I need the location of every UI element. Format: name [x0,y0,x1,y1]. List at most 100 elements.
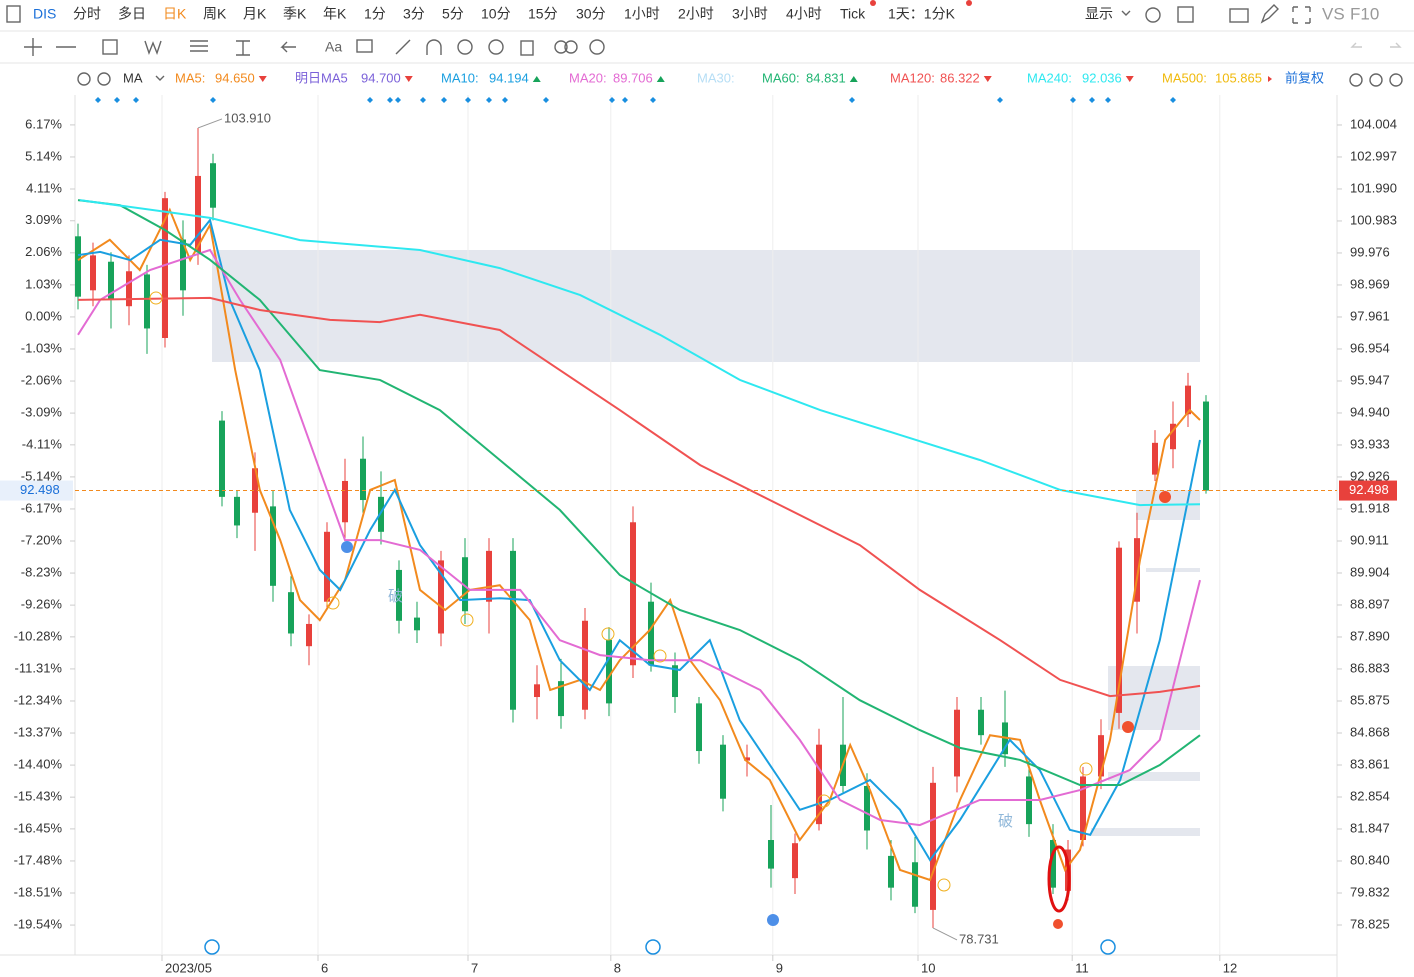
legend-name[interactable]: MA120: [890,70,935,85]
event-diamond[interactable] [210,97,216,103]
signal-icon[interactable] [937,878,951,892]
period-tab[interactable]: 周K [203,6,227,22]
event-diamond[interactable] [543,97,549,103]
undo-redo[interactable] [1350,42,1402,48]
signal-icon[interactable] [817,794,831,808]
event-dot[interactable] [1159,491,1171,503]
event-diamond[interactable] [420,97,426,103]
delete-tool[interactable] [520,40,534,56]
wave-tool[interactable] [144,40,162,56]
signal-label[interactable]: 破 [998,813,1013,830]
period-tab[interactable]: 15分 [528,6,558,22]
compare-tool[interactable] [564,40,578,54]
settings-icon[interactable] [1145,7,1161,23]
legend-button[interactable] [1349,73,1363,87]
fullscreen-icon[interactable] [1292,6,1311,24]
period-tab[interactable]: Tick [840,6,866,22]
legend-name[interactable]: MA240: [1027,70,1072,85]
rect-tool[interactable] [102,39,118,55]
indicator-name[interactable]: MA [123,70,143,85]
camera-icon[interactable] [1229,8,1249,23]
period-tab[interactable]: 多日 [118,6,146,22]
magnet-tool[interactable] [426,39,442,55]
symbol[interactable]: DIS [33,6,56,22]
period-tab[interactable]: 2小时 [678,6,714,22]
period-tab[interactable]: 年K [323,6,347,22]
earnings-icon[interactable] [645,939,661,955]
event-diamond[interactable] [609,97,615,103]
period-tab[interactable]: 分时 [73,6,101,22]
event-diamond[interactable] [1070,97,1076,103]
period-tab[interactable]: 5分 [442,6,464,22]
settings-tool[interactable] [589,39,605,55]
event-diamond[interactable] [1170,97,1176,103]
text-tool[interactable]: Aa [325,39,342,55]
hide-tool[interactable] [488,39,504,55]
event-dot[interactable] [1122,721,1134,733]
event-dot[interactable] [767,914,779,926]
event-diamond[interactable] [650,97,656,103]
adjust-mode[interactable]: 前复权 [1285,70,1324,85]
signal-icon[interactable] [326,596,340,610]
signal-label[interactable]: 破 [388,588,403,605]
f10-button[interactable]: F10 [1350,4,1379,23]
pen-icon[interactable] [1260,4,1279,24]
event-diamond[interactable] [1105,97,1111,103]
event-diamond[interactable] [997,97,1003,103]
signal-icon[interactable] [1079,762,1093,776]
period-tab[interactable]: 季K [283,6,307,22]
indicator-settings[interactable] [77,72,91,86]
period-tab[interactable]: 日K [163,6,187,22]
legend-name[interactable]: 明日MA5 [295,70,348,85]
event-diamond[interactable] [465,97,471,103]
event-diamond[interactable] [95,97,101,103]
period-tab[interactable]: 1小时 [624,6,660,22]
event-dot[interactable] [1053,919,1063,929]
legend-button[interactable] [1369,73,1383,87]
signal-icon[interactable] [460,613,474,627]
sync-tool[interactable] [457,39,473,55]
layout-icon[interactable] [1177,6,1194,23]
legend-button[interactable] [1389,73,1403,87]
legend-name[interactable]: MA30: [697,70,735,85]
arrow-tool[interactable] [280,41,296,53]
earnings-icon[interactable] [204,939,220,955]
legend-name[interactable]: MA10: [441,70,479,85]
legend-name[interactable]: MA500: [1162,70,1207,85]
period-tab[interactable]: 1分 [364,6,386,22]
display-menu[interactable]: 显示 [1085,6,1113,22]
measure-tool[interactable] [236,40,250,56]
event-diamond[interactable] [367,97,373,103]
signal-icon[interactable] [653,649,667,663]
period-tab[interactable]: 3小时 [732,6,768,22]
period-tab[interactable]: 月K [243,6,267,22]
event-diamond[interactable] [1089,97,1095,103]
event-diamond[interactable] [441,97,447,103]
period-tab[interactable]: 1天：1分K [888,6,956,22]
legend-name[interactable]: MA5: [175,70,205,85]
vs-button[interactable]: VS [1322,4,1345,23]
period-tab[interactable]: 30分 [576,6,606,22]
event-diamond[interactable] [133,97,139,103]
move-tool[interactable] [24,38,42,56]
compare-tool[interactable] [554,40,568,54]
event-diamond[interactable] [114,97,120,103]
period-tab[interactable]: 3分 [403,6,425,22]
event-diamond[interactable] [622,97,628,103]
fib-tool[interactable] [190,40,208,52]
indicator-visibility[interactable] [97,72,111,86]
earnings-icon[interactable] [1100,939,1116,955]
legend-name[interactable]: MA60: [762,70,800,85]
period-tab[interactable]: 4小时 [786,6,822,22]
signal-icon[interactable] [601,627,615,641]
event-dot[interactable] [341,541,353,553]
legend-name[interactable]: MA20: [569,70,607,85]
event-diamond[interactable] [486,97,492,103]
note-tool[interactable] [356,39,373,53]
signal-icon[interactable] [149,291,163,305]
ruler-tool[interactable] [395,39,411,55]
sidebar-toggle[interactable] [6,5,21,23]
event-diamond[interactable] [395,97,401,103]
event-diamond[interactable] [849,97,855,103]
event-diamond[interactable] [387,97,393,103]
